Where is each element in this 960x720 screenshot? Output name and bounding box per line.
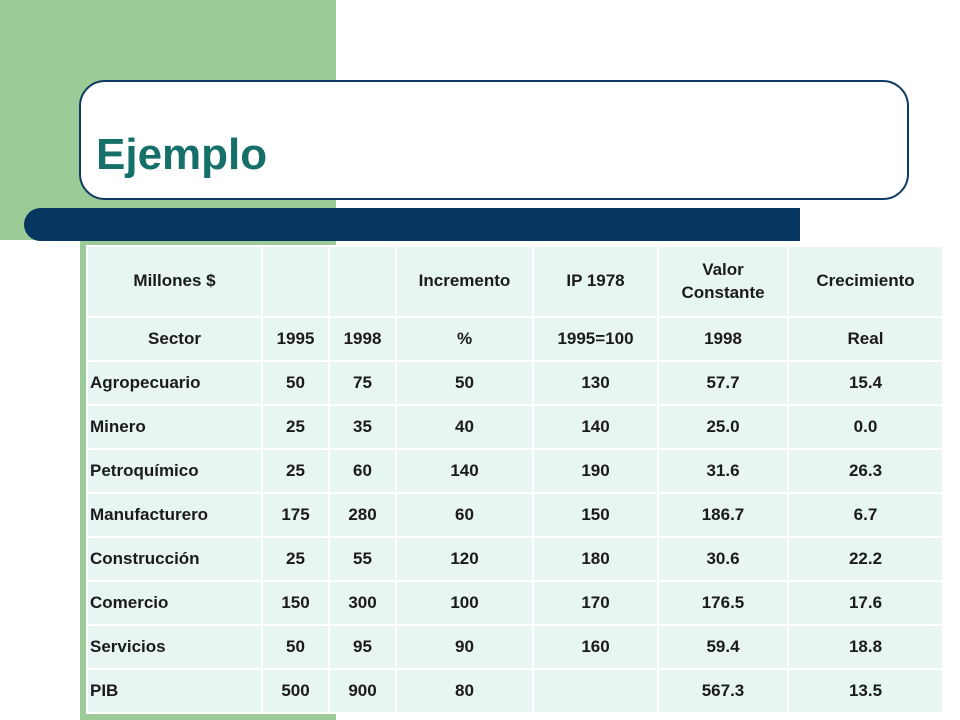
table-row: Minero 25 35 40 140 25.0 0.0 [86,404,944,450]
cell-y1998: 900 [328,668,397,714]
cell-incremento: 90 [395,624,534,670]
cell-incremento: 50 [395,360,534,406]
cell-incremento: Incremento [395,245,534,318]
cell-valor-constante: 59.4 [657,624,789,670]
cell-y1998: 60 [328,448,397,494]
cell-ip1978: 170 [532,580,659,626]
cell-sector: Millones $ [86,245,263,318]
cell-incremento: 100 [395,580,534,626]
cell-ip1978: 160 [532,624,659,670]
cell-ip1978: 180 [532,536,659,582]
cell-valor-constante: 567.3 [657,668,789,714]
cell-sector: Sector [86,316,263,362]
cell-y1998: 1998 [328,316,397,362]
cell-crecimiento: 22.2 [787,536,944,582]
cell-y1995: 500 [261,668,330,714]
cell-crecimiento: 13.5 [787,668,944,714]
left-white-strip [0,240,80,720]
cell-ip1978: 1995=100 [532,316,659,362]
table-row: Construcción 25 55 120 180 30.6 22.2 [86,536,944,582]
table-row: Manufacturero 175 280 60 150 186.7 6.7 [86,492,944,538]
cell-crecimiento: Crecimiento [787,245,944,318]
cell-y1995: 25 [261,404,330,450]
cell-valor-constante: 25.0 [657,404,789,450]
cell-ip1978: 190 [532,448,659,494]
header-row: Millones $ Incremento IP 1978 Valor Constan… [86,245,944,318]
cell-crecimiento: 17.6 [787,580,944,626]
cell-crecimiento: 0.0 [787,404,944,450]
cell-crecimiento: Real [787,316,944,362]
cell-valor-constante: 57.7 [657,360,789,406]
cell-valor-constante: 186.7 [657,492,789,538]
cell-y1995: 1995 [261,316,330,362]
title-underline-bar [24,208,800,241]
cell-y1998 [328,245,397,318]
cell-incremento: % [395,316,534,362]
cell-crecimiento: 18.8 [787,624,944,670]
cell-sector: PIB [86,668,263,714]
cell-y1995: 50 [261,360,330,406]
cell-valor-constante: 1998 [657,316,789,362]
cell-y1998: 55 [328,536,397,582]
cell-sector: Minero [86,404,263,450]
cell-crecimiento: 15.4 [787,360,944,406]
cell-incremento: 140 [395,448,534,494]
cell-sector: Construcción [86,536,263,582]
table-row: PIB 500 900 80 567.3 13.5 [86,668,944,714]
sector-growth-table: Millones $ Incremento IP 1978 Valor Constan… [86,245,944,714]
table-row: Servicios 50 95 90 160 59.4 18.8 [86,624,944,670]
table-row: Agropecuario 50 75 50 130 57.7 15.4 [86,360,944,406]
cell-y1995: 175 [261,492,330,538]
cell-incremento: 120 [395,536,534,582]
cell-sector: Manufacturero [86,492,263,538]
cell-ip1978: 140 [532,404,659,450]
subheader-row: Sector 1995 1998% 1995=100 1998 Real [86,316,944,362]
cell-sector: Agropecuario [86,360,263,406]
cell-y1995: 25 [261,448,330,494]
table-row: Petroquímico 25 60 140 190 31.6 26.3 [86,448,944,494]
cell-ip1978: 130 [532,360,659,406]
cell-sector: Petroquímico [86,448,263,494]
cell-incremento: 40 [395,404,534,450]
table-body: Millones $ Incremento IP 1978 Valor Constan… [86,245,944,714]
cell-y1998: 75 [328,360,397,406]
cell-y1995: 50 [261,624,330,670]
cell-ip1978 [532,668,659,714]
cell-sector: Servicios [86,624,263,670]
cell-ip1978: IP 1978 [532,245,659,318]
cell-y1998: 95 [328,624,397,670]
cell-ip1978: 150 [532,492,659,538]
cell-y1998: 300 [328,580,397,626]
cell-y1998: 280 [328,492,397,538]
title-frame [79,80,909,200]
cell-crecimiento: 6.7 [787,492,944,538]
cell-y1995 [261,245,330,318]
cell-valor-constante: 176.5 [657,580,789,626]
cell-y1995: 25 [261,536,330,582]
cell-valor-constante: 31.6 [657,448,789,494]
cell-sector: Comercio [86,580,263,626]
cell-incremento: 80 [395,668,534,714]
cell-crecimiento: 26.3 [787,448,944,494]
cell-valor-constante: Valor Constante [657,245,789,318]
slide-title: Ejemplo [96,130,268,179]
cell-incremento: 60 [395,492,534,538]
cell-y1998: 35 [328,404,397,450]
cell-valor-constante: 30.6 [657,536,789,582]
table-row: Comercio 150 300 100 170 176.5 17.6 [86,580,944,626]
cell-y1995: 150 [261,580,330,626]
